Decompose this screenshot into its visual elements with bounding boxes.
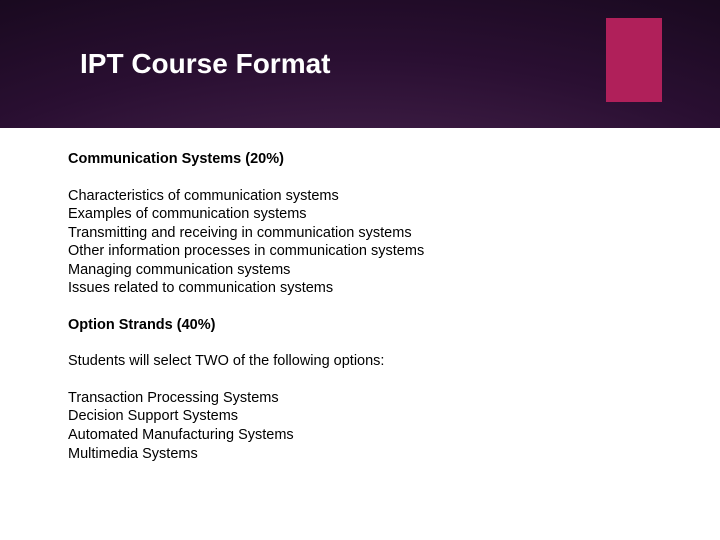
list-item: Examples of communication systems <box>68 205 660 224</box>
list-item: Issues related to communication systems <box>68 279 660 298</box>
list-item: Transaction Processing Systems <box>68 389 660 408</box>
list-item: Multimedia Systems <box>68 445 660 464</box>
section2-intro: Students will select TWO of the followin… <box>68 352 660 371</box>
section2-list: Transaction Processing Systems Decision … <box>68 389 660 463</box>
list-item: Managing communication systems <box>68 261 660 280</box>
list-item: Automated Manufacturing Systems <box>68 426 660 445</box>
slide-content: Communication Systems (20%) Characterist… <box>68 150 660 481</box>
list-item: Decision Support Systems <box>68 407 660 426</box>
list-item: Transmitting and receiving in communicat… <box>68 224 660 243</box>
slide-title: IPT Course Format <box>80 48 330 80</box>
section1-list: Characteristics of communication systems… <box>68 187 660 298</box>
accent-block <box>606 18 662 102</box>
section2-heading: Option Strands (40%) <box>68 316 660 335</box>
section1-heading: Communication Systems (20%) <box>68 150 660 169</box>
list-item: Other information processes in communica… <box>68 242 660 261</box>
list-item: Characteristics of communication systems <box>68 187 660 206</box>
